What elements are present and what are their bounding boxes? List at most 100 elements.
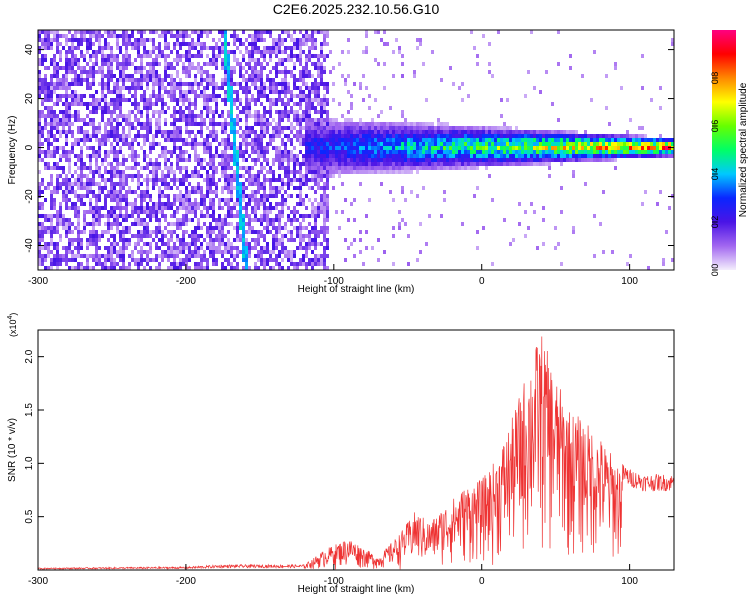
heatmap-cell [56, 114, 59, 118]
heatmap-cell [167, 66, 170, 70]
heatmap-cell [290, 94, 293, 98]
heatmap-cell [194, 170, 197, 174]
heatmap-cell [134, 106, 137, 110]
heatmap-cell [83, 134, 86, 138]
heatmap-cell [539, 150, 542, 154]
heatmap-cell [383, 138, 386, 142]
heatmap-cell [146, 114, 149, 118]
heatmap-cell [47, 98, 50, 102]
heatmap-cell [86, 174, 89, 178]
heatmap-cell [56, 258, 59, 262]
heatmap-cell [188, 50, 191, 54]
heatmap-cell [233, 186, 236, 190]
heatmap-cell [149, 234, 152, 238]
heatmap-cell [77, 210, 80, 214]
heatmap-cell [122, 154, 125, 158]
heatmap-cell [326, 198, 329, 202]
heatmap-cell [128, 130, 131, 134]
heatmap-cell [83, 194, 86, 198]
heatmap-cell [62, 182, 65, 186]
heatmap-cell [449, 162, 452, 166]
heatmap-cell [287, 266, 290, 270]
heatmap-cell [272, 174, 275, 178]
heatmap-cell [119, 34, 122, 38]
heatmap-cell [77, 98, 80, 102]
heatmap-cell [368, 166, 371, 170]
heatmap-cell [122, 174, 125, 178]
heatmap-cell [50, 226, 53, 230]
heatmap-cell [119, 134, 122, 138]
heatmap-cell [293, 210, 296, 214]
heatmap-cell [581, 74, 584, 78]
heatmap-cell [59, 202, 62, 206]
heatmap-cell [308, 258, 311, 262]
heatmap-cell [272, 170, 275, 174]
heatmap-cell [107, 226, 110, 230]
heatmap-cell [116, 138, 119, 142]
heatmap-cell [521, 134, 524, 138]
heatmap-cell [80, 174, 83, 178]
heatmap-cell [53, 262, 56, 266]
heatmap-cell [185, 126, 188, 130]
heatmap-cell [398, 126, 401, 130]
heatmap-cell [179, 138, 182, 142]
heatmap-cell [299, 246, 302, 250]
heatmap-cell [107, 210, 110, 214]
heatmap-cell [185, 178, 188, 182]
heatmap-cell [212, 62, 215, 66]
heatmap-cell [107, 138, 110, 142]
heatmap-cell [224, 42, 227, 46]
heatmap-cell [116, 106, 119, 110]
heatmap-cell [56, 74, 59, 78]
heatmap-cell [122, 194, 125, 198]
heatmap-cell [71, 250, 74, 254]
heatmap-cell [86, 82, 89, 86]
heatmap-cell [266, 214, 269, 218]
heatmap-cell [542, 146, 545, 150]
heatmap-cell [137, 194, 140, 198]
heatmap-cell [542, 162, 545, 166]
heatmap-cell [158, 178, 161, 182]
heatmap-cell [245, 46, 248, 50]
heatmap-cell [194, 206, 197, 210]
heatmap-cell [218, 226, 221, 230]
heatmap-cell [86, 114, 89, 118]
heatmap-cell [158, 54, 161, 58]
heatmap-cell [488, 158, 491, 162]
heatmap-cell [41, 98, 44, 102]
heatmap-cell [191, 206, 194, 210]
heatmap-cell [188, 218, 191, 222]
heatmap-cell [71, 62, 74, 66]
heatmap-cell [80, 170, 83, 174]
heatmap-cell [254, 202, 257, 206]
heatmap-cell [224, 50, 227, 54]
heatmap-cell [326, 118, 329, 122]
heatmap-cell [311, 178, 314, 182]
heatmap-cell [278, 190, 281, 194]
heatmap-cell [44, 34, 47, 38]
heatmap-cell [269, 182, 272, 186]
heatmap-cell [68, 238, 71, 242]
heatmap-cell [191, 146, 194, 150]
heatmap-cell [236, 114, 239, 118]
heatmap-cell [476, 166, 479, 170]
heatmap-cell [374, 126, 377, 130]
heatmap-cell [134, 86, 137, 90]
heatmap-cell [47, 138, 50, 142]
heatmap-cell [194, 90, 197, 94]
heatmap-cell [53, 190, 56, 194]
heatmap-cell [299, 170, 302, 174]
heatmap-cell [113, 106, 116, 110]
heatmap-cell [71, 94, 74, 98]
heatmap-cell [386, 150, 389, 154]
heatmap-cell [467, 146, 470, 150]
heatmap-cell [257, 186, 260, 190]
heatmap-cell [347, 170, 350, 174]
heatmap-cell [509, 138, 512, 142]
heatmap-cell [182, 62, 185, 66]
heatmap-cell [107, 154, 110, 158]
heatmap-cell [344, 126, 347, 130]
heatmap-cell [548, 162, 551, 166]
heatmap-cell [260, 138, 263, 142]
heatmap-cell [425, 162, 428, 166]
